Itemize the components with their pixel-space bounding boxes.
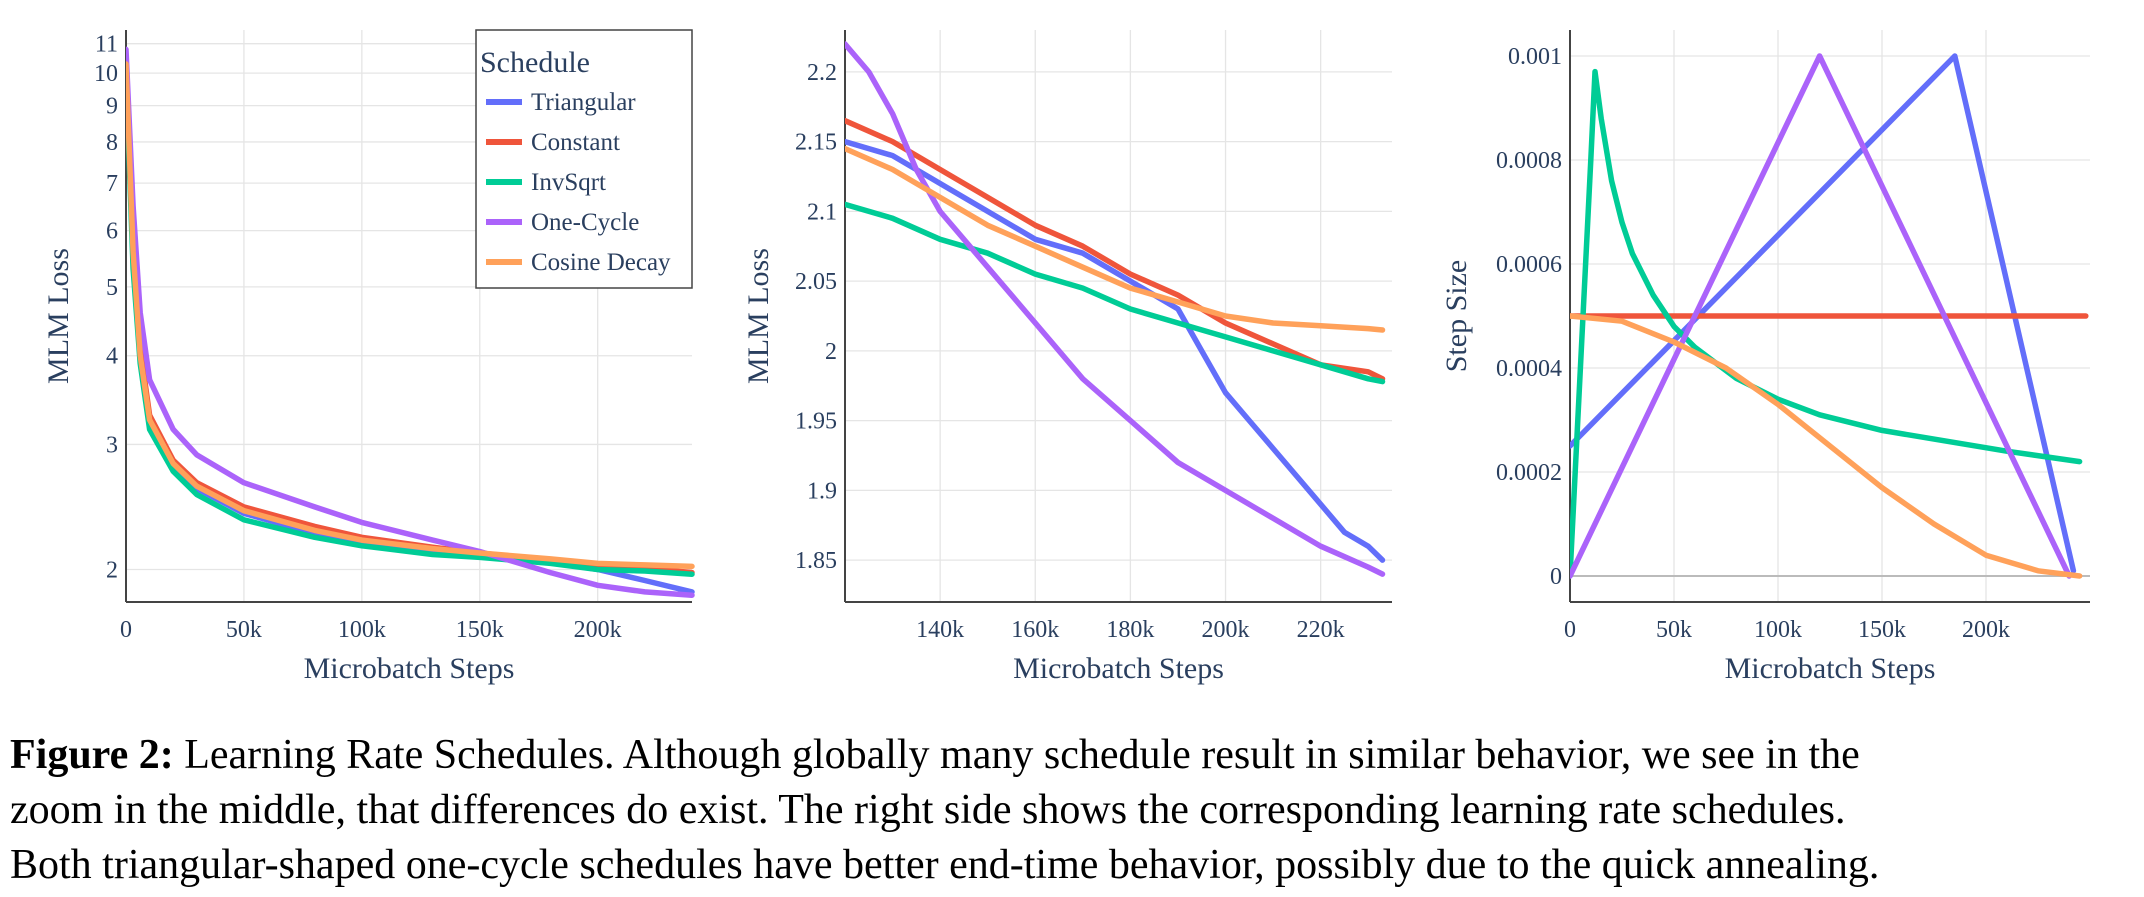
- series-line-invsqrt: [845, 201, 1386, 385]
- loss-chart-panel: 0 50k 100k 150k 200k 2 3 4 5 6 7 8 9 10 11 Microbatch S…: [42, 29, 695, 685]
- figure-panels: 0 50k 100k 150k 200k 2 3 4 5 6 7 8 9 10 11 Microbatch S…: [42, 29, 2090, 685]
- step-size-chart-panel: 0 50k 100k 150k 200k 0 0.0002 0.0004 0.0006 0.000…: [1440, 30, 2090, 685]
- x-tick-label: 220k: [1297, 617, 1345, 643]
- legend-entry-triangular: Triangular: [531, 89, 636, 116]
- y-tick-label: 7: [106, 171, 118, 197]
- y-tick-label: 2.1: [807, 199, 837, 225]
- y-tick-label: 0.0002: [1496, 460, 1562, 486]
- legend-entry-constant: Constant: [531, 129, 620, 156]
- caption-line-3: Both triangular-shaped one-cycle schedul…: [10, 842, 1880, 888]
- x-tick-label: 0: [120, 617, 132, 643]
- x-axis-title: Microbatch Steps: [1725, 652, 1936, 685]
- y-tick-label: 4: [106, 344, 118, 370]
- y-tick-label: 2: [106, 558, 118, 584]
- y-tick-label: 0.0004: [1496, 356, 1562, 382]
- x-tick-label: 180k: [1106, 617, 1154, 643]
- y-tick-label: 9: [106, 94, 118, 120]
- y-tick-label: 8: [106, 130, 118, 156]
- y-tick-label: 5: [106, 275, 118, 301]
- series-line-cosine-decay: [845, 145, 1386, 333]
- x-tick-label: 200k: [574, 617, 622, 643]
- x-axis-title: Microbatch Steps: [1013, 652, 1224, 685]
- x-tick-label: 100k: [338, 617, 386, 643]
- caption-line-2: zoom in the middle, that differences do …: [10, 787, 1846, 833]
- y-tick-label: 0: [1550, 564, 1562, 590]
- series-line-invsqrt: [1570, 68, 2083, 579]
- series-line-constant: [845, 117, 1386, 382]
- series-group: [1570, 53, 2089, 579]
- series-line-one-cycle: [1570, 53, 2072, 579]
- x-tick-label: 160k: [1011, 617, 1059, 643]
- caption-line-1: Figure 2: Learning Rate Schedules. Altho…: [10, 728, 2144, 783]
- series-line-cosine-decay: [126, 61, 695, 570]
- series-line-one-cycle: [126, 46, 695, 598]
- y-tick-label: 11: [95, 32, 118, 58]
- legend-box: [475, 29, 693, 289]
- y-axis-title: MLM Loss: [42, 248, 75, 384]
- x-tick-label: 50k: [226, 617, 262, 643]
- caption-figure-label: Figure 2:: [10, 732, 174, 778]
- y-tick-label: 2.05: [795, 269, 837, 295]
- x-tick-label: 140k: [916, 617, 964, 643]
- y-axis-title: Step Size: [1440, 260, 1473, 373]
- legend: Schedule Triangular Constant InvSqrt One-Cyc…: [475, 29, 693, 289]
- y-tick-label: 3: [106, 432, 118, 458]
- legend-title: Schedule: [480, 46, 590, 79]
- x-tick-label: 0: [1564, 617, 1576, 643]
- legend-entry-cosine-decay: Cosine Decay: [531, 249, 671, 276]
- figure-caption: Figure 2: Learning Rate Schedules. Altho…: [10, 728, 2144, 893]
- y-tick-label: 0.0006: [1496, 252, 1562, 278]
- y-tick-label: 1.85: [795, 548, 837, 574]
- series-line-triangular: [845, 138, 1386, 563]
- y-tick-label: 0.001: [1508, 44, 1562, 70]
- zoomed-loss-chart-panel: 140k 160k 180k 200k 220k 1.85 1.9 1.95 2 2.05 2.1 2…: [742, 30, 1392, 685]
- series-group: [126, 46, 695, 598]
- y-axis-title: MLM Loss: [742, 248, 775, 384]
- series-line-one-cycle: [845, 41, 1386, 577]
- x-tick-label: 100k: [1754, 617, 1802, 643]
- legend-entry-one-cycle: One-Cycle: [531, 209, 639, 236]
- x-tick-label: 200k: [1962, 617, 2010, 643]
- y-tick-label: 10: [94, 61, 118, 87]
- y-tick-label: 2.2: [807, 60, 837, 86]
- y-tick-label: 1.95: [795, 409, 837, 435]
- y-tick-label: 6: [106, 219, 118, 245]
- x-tick-label: 150k: [456, 617, 504, 643]
- legend-entry-invsqrt: InvSqrt: [531, 169, 606, 196]
- y-tick-label: 2: [825, 339, 837, 365]
- caption-line-1-text: Learning Rate Schedules. Although global…: [173, 732, 1860, 778]
- series-group: [845, 41, 1386, 577]
- x-tick-label: 50k: [1656, 617, 1692, 643]
- x-tick-label: 150k: [1858, 617, 1906, 643]
- x-axis-title: Microbatch Steps: [304, 652, 515, 685]
- y-tick-label: 1.9: [807, 478, 837, 504]
- y-tick-label: 2.15: [795, 130, 837, 156]
- y-tick-label: 0.0008: [1496, 148, 1562, 174]
- series-line-cosine-decay: [1570, 313, 2083, 579]
- x-tick-label: 200k: [1202, 617, 1250, 643]
